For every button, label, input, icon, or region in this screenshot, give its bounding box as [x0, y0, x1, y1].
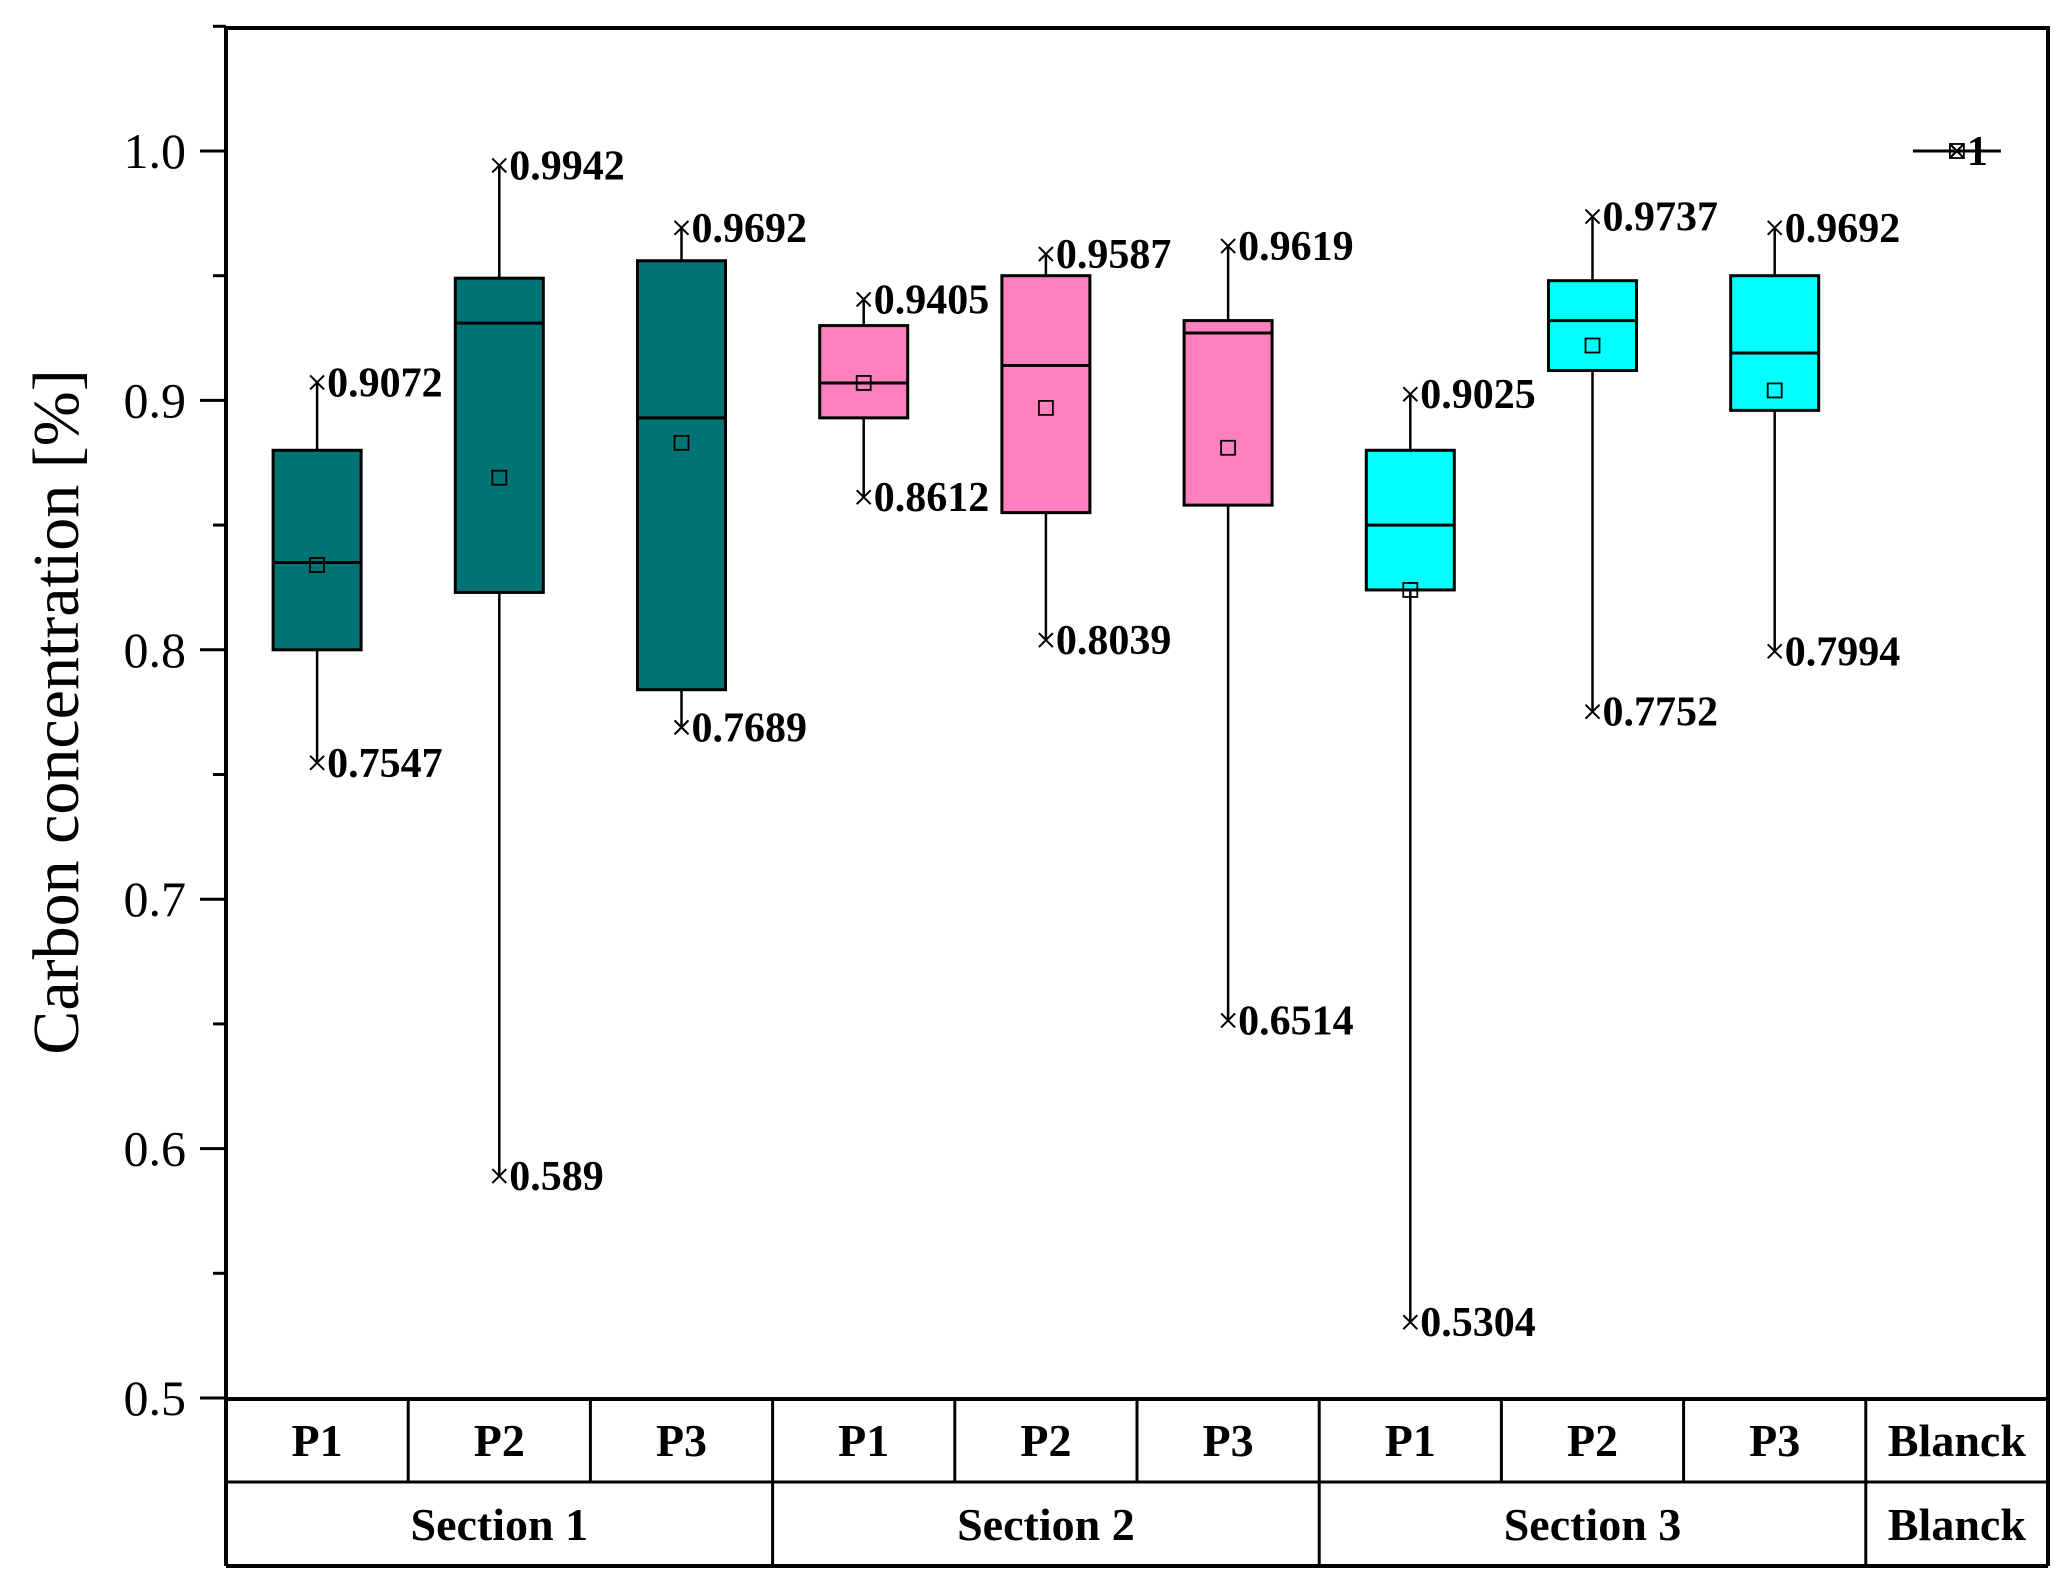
min-value-label: 0.7689 — [692, 705, 808, 751]
extreme-marker — [309, 755, 325, 771]
box-section-2-p3 — [1182, 319, 1274, 507]
extreme-marker — [1220, 238, 1236, 254]
max-value-label: 1 — [1967, 129, 1988, 175]
mean-marker — [1038, 399, 1054, 416]
x-section-label: Section 3 — [1504, 1499, 1682, 1550]
x-position-label: P3 — [1749, 1415, 1800, 1466]
min-value-label: 0.7994 — [1785, 629, 1901, 675]
mean-marker — [1949, 143, 1965, 159]
box-section-1-p3 — [636, 259, 727, 692]
max-value-label: 0.9025 — [1420, 372, 1536, 418]
box-section-3-p1 — [1364, 448, 1456, 592]
x-position-label: P3 — [656, 1415, 707, 1466]
x-position-label: Blanck — [1888, 1415, 2026, 1466]
mean-marker — [1766, 382, 1783, 399]
mean-marker — [1402, 582, 1419, 598]
min-value-label: 0.8039 — [1056, 618, 1172, 664]
max-value-label: 0.9405 — [874, 277, 990, 323]
extreme-marker — [1038, 246, 1054, 262]
max-value-label: 0.9692 — [1785, 206, 1901, 252]
extreme-marker — [855, 291, 872, 308]
extreme-marker — [1584, 208, 1601, 225]
max-value-label: 0.9942 — [509, 143, 625, 189]
min-value-label: 0.7752 — [1603, 690, 1719, 736]
x-position-label: P3 — [1203, 1415, 1254, 1466]
y-axis-title: Carbon concentration [%] — [20, 369, 93, 1054]
y-tick-label: 0.7 — [124, 871, 187, 927]
extreme-marker — [1584, 703, 1601, 720]
max-value-label: 0.9692 — [692, 206, 808, 252]
y-tick-label: 0.6 — [124, 1121, 187, 1177]
x-position-label: P1 — [292, 1415, 343, 1466]
box-section-3-p2 — [1547, 279, 1638, 372]
x-section-label: Section 2 — [957, 1499, 1135, 1550]
min-value-label: 0.589 — [509, 1154, 604, 1200]
box-section-2-p2 — [1000, 274, 1092, 515]
extreme-marker — [1402, 1314, 1419, 1330]
extreme-marker — [1220, 1012, 1236, 1029]
x-section-label: Section 1 — [410, 1499, 588, 1550]
max-value-label: 0.9587 — [1056, 232, 1172, 278]
extreme-marker — [491, 1168, 508, 1184]
max-value-label: 0.9619 — [1238, 224, 1354, 270]
x-position-label: P2 — [1567, 1415, 1618, 1466]
extreme-marker — [673, 220, 690, 236]
y-tick-label: 0.8 — [124, 622, 187, 678]
extreme-marker — [1038, 632, 1054, 648]
mean-marker — [673, 434, 690, 451]
min-value-label: 0.5304 — [1420, 1300, 1536, 1346]
box-section-2-p1 — [818, 324, 910, 420]
max-value-label: 0.9737 — [1603, 195, 1719, 241]
y-tick-label: 0.5 — [124, 1370, 187, 1426]
box-section-1-p2 — [453, 276, 545, 594]
mean-marker — [855, 375, 872, 391]
y-tick-label: 0.9 — [124, 372, 187, 428]
x-position-label: P2 — [1020, 1415, 1071, 1466]
min-value-label: 0.6514 — [1238, 998, 1354, 1044]
x-section-label: Blanck — [1888, 1499, 2026, 1550]
box-section-1-p1 — [271, 448, 363, 652]
x-position-label: P1 — [838, 1415, 889, 1466]
mean-marker — [1220, 439, 1236, 456]
extreme-marker — [855, 489, 872, 505]
mean-marker — [309, 557, 326, 573]
mean-marker — [1584, 337, 1601, 354]
box-section-3-p3 — [1729, 274, 1821, 412]
min-value-label: 0.8612 — [874, 475, 990, 521]
extreme-marker — [1766, 220, 1783, 236]
min-value-label: 0.7547 — [327, 741, 443, 787]
x-position-label: P2 — [474, 1415, 525, 1466]
mean-marker — [491, 469, 508, 486]
x-position-label: P1 — [1385, 1415, 1436, 1466]
extreme-marker — [1766, 643, 1783, 660]
extreme-marker — [491, 157, 508, 174]
extreme-marker — [309, 374, 325, 391]
extreme-marker — [673, 719, 690, 736]
max-value-label: 0.9072 — [327, 360, 443, 406]
y-tick-label: 1.0 — [124, 123, 187, 179]
extreme-marker — [1402, 386, 1419, 402]
